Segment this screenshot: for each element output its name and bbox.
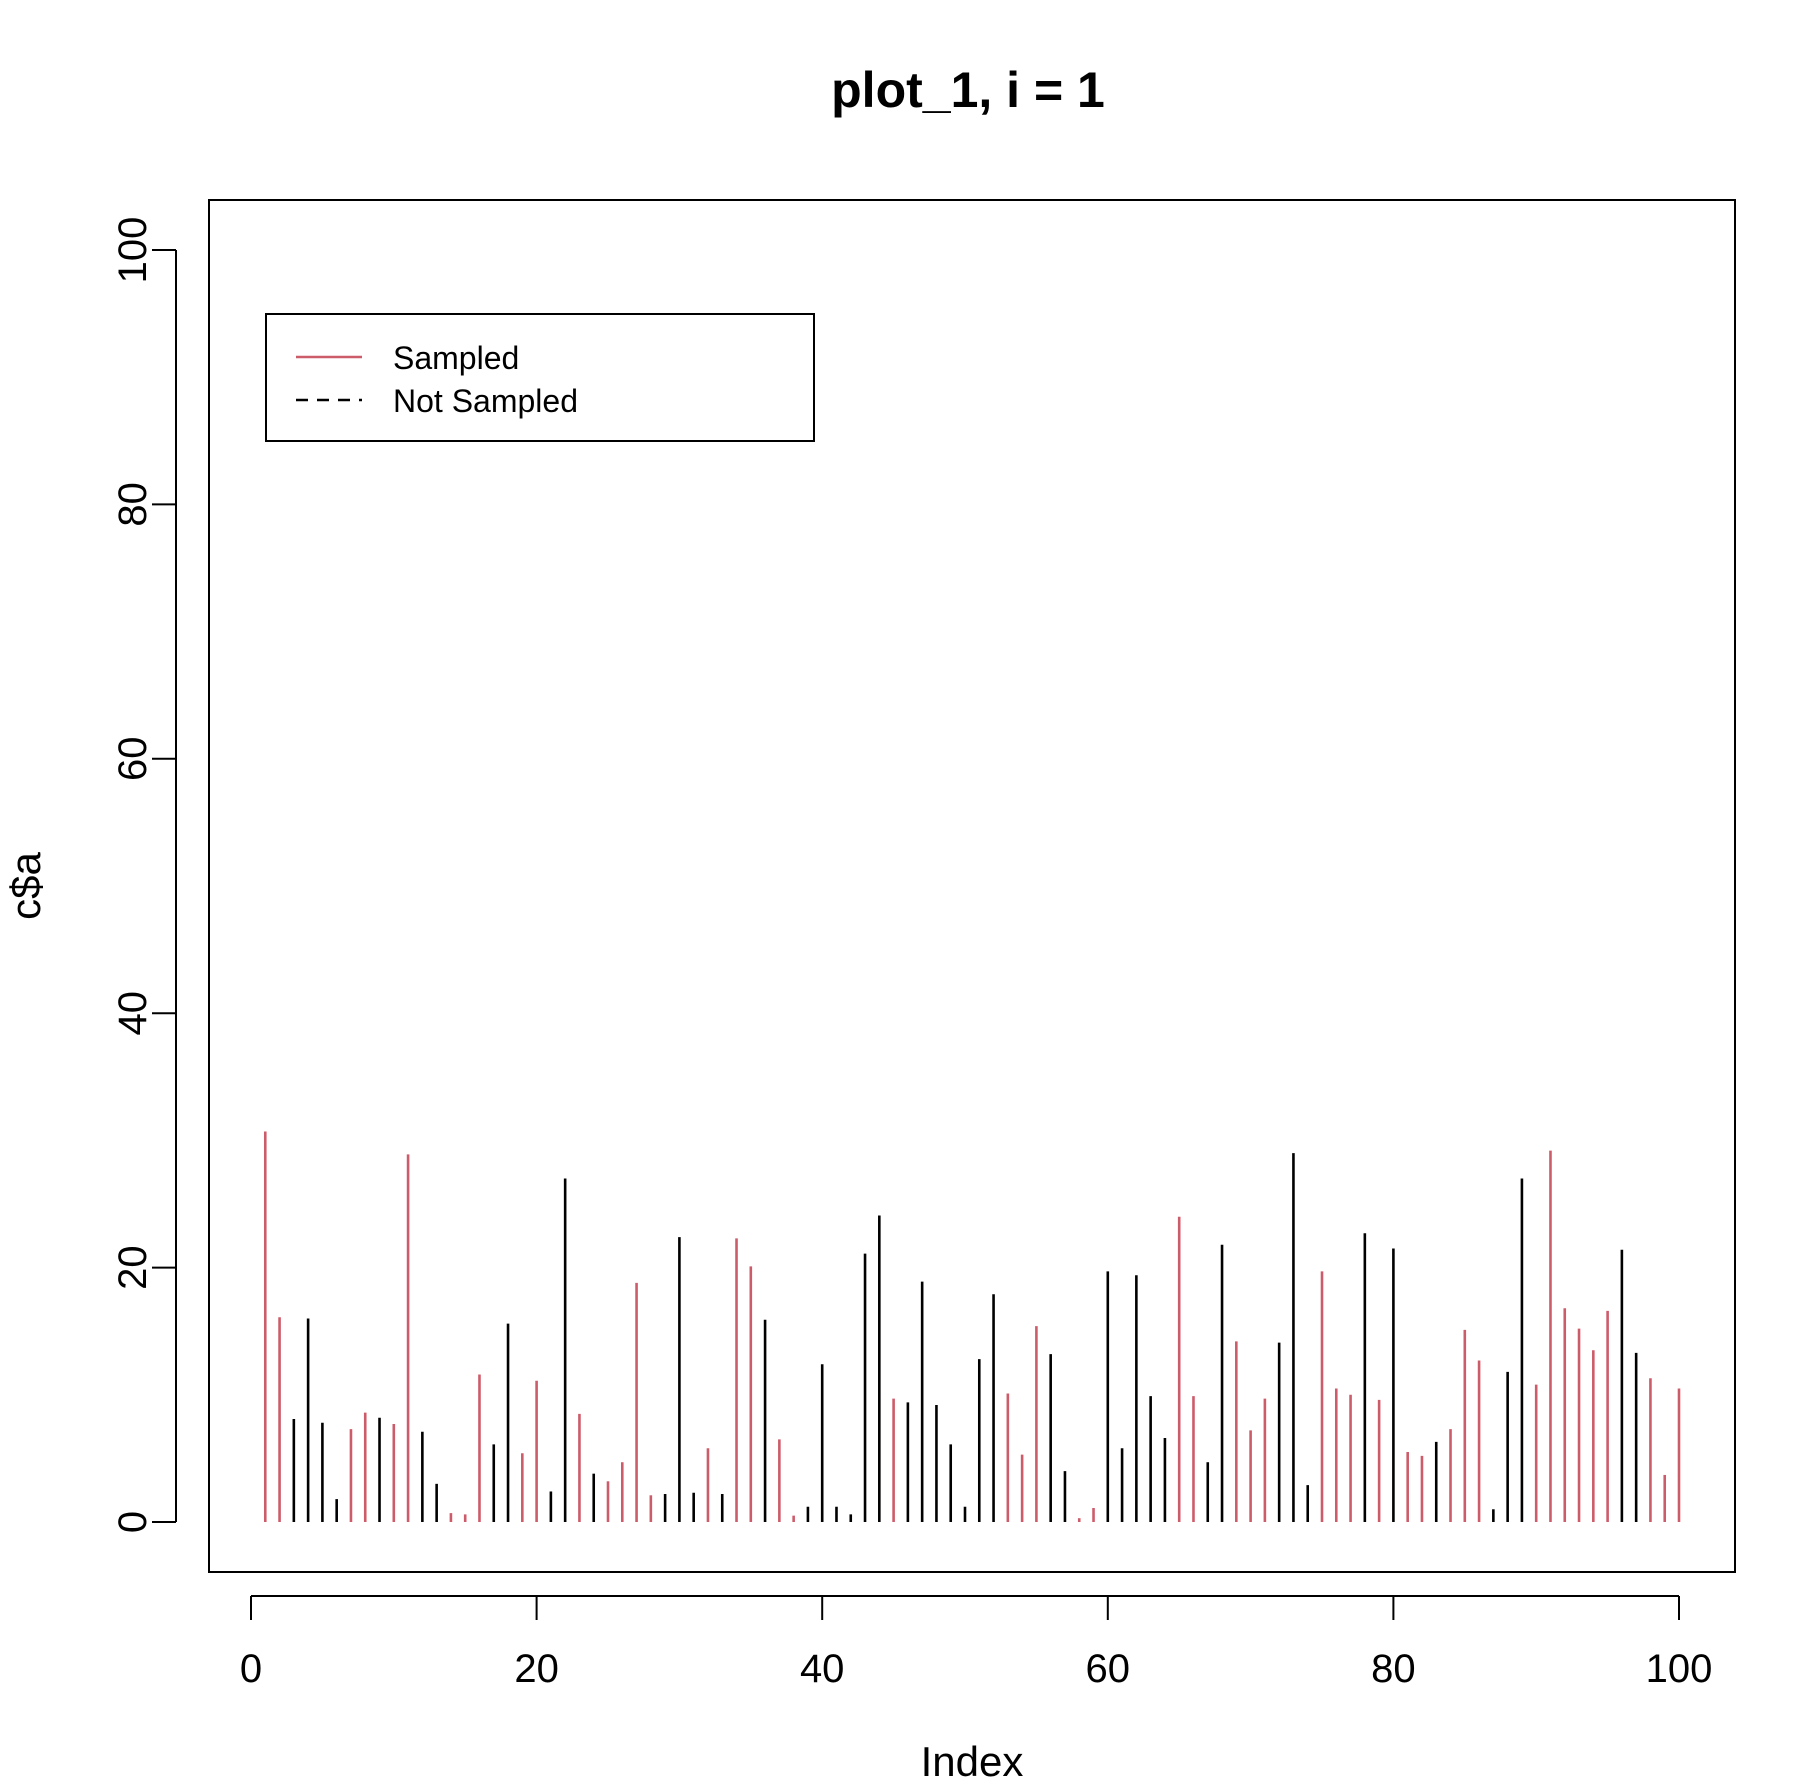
x-tick-label: 60 [1086,1647,1131,1691]
x-axis-label: Index [921,1738,1024,1785]
x-tick-label: 80 [1371,1647,1416,1691]
chart-title: plot_1, i = 1 [831,62,1105,118]
legend: Sampled Not Sampled [265,313,815,442]
y-tick-label: 0 [111,1511,155,1533]
y-axis-label: c$a [2,852,49,920]
x-axis: 0 20 40 60 80 100 [240,1595,1713,1691]
y-axis: 0 20 40 60 80 100 [111,217,177,1533]
x-tick-label: 20 [514,1647,559,1691]
plot-frame [208,199,1736,1573]
legend-label-sampled: Sampled [393,340,519,376]
legend-box [265,313,815,442]
y-tick-label: 40 [111,991,155,1035]
y-tick-label: 60 [111,737,155,782]
x-tick-label: 0 [240,1647,262,1691]
x-tick-label: 100 [1646,1647,1713,1691]
y-tick-label: 80 [111,482,155,527]
legend-label-not-sampled: Not Sampled [393,383,578,419]
bar-series [263,1131,1681,1522]
x-tick-label: 40 [800,1647,845,1691]
y-tick-label: 100 [111,217,155,284]
y-tick-label: 20 [111,1245,155,1290]
